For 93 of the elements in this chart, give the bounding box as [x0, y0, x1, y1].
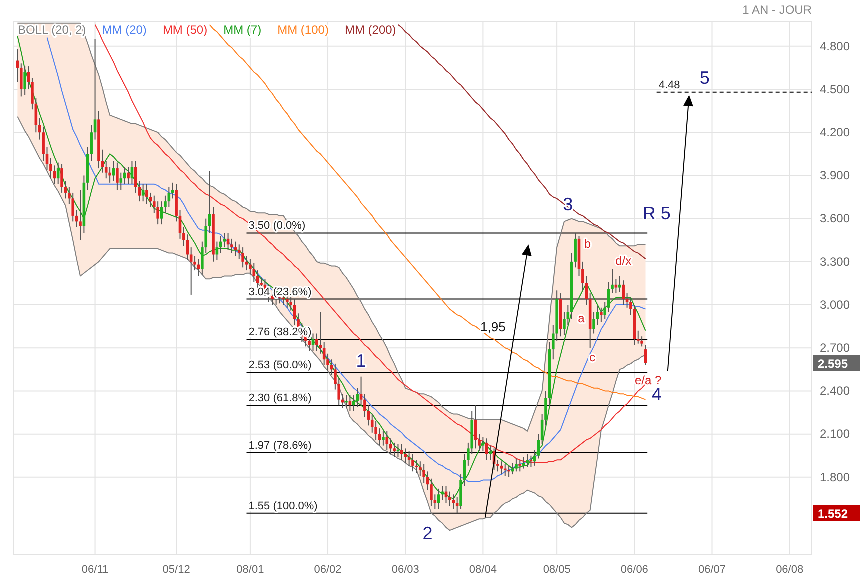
annotation: 2 — [422, 524, 433, 544]
candlestick — [404, 448, 408, 464]
candlestick — [489, 445, 492, 461]
series-label: MM (200) — [344, 23, 396, 37]
candlestick — [618, 276, 622, 293]
candlestick — [234, 241, 238, 257]
candlestick — [142, 184, 145, 202]
candlestick — [596, 306, 600, 326]
candlestick — [530, 455, 533, 468]
y-tick-label: 4.200 — [820, 125, 850, 140]
candlestick — [356, 388, 359, 408]
y-tick-label: 4.500 — [820, 82, 850, 96]
y-tick-label: 3.600 — [820, 212, 850, 226]
candlestick — [120, 172, 123, 191]
candlestick — [422, 464, 426, 484]
ref-line-label: 2.30 (61.8%) — [248, 392, 312, 405]
candlestick — [482, 436, 485, 452]
x-tick-label: 06/08 — [776, 564, 804, 576]
candlestick — [252, 262, 256, 283]
candlestick — [600, 307, 603, 323]
candlestick — [190, 247, 193, 296]
candlestick — [614, 278, 618, 294]
y-tick-label: 1.800 — [820, 470, 850, 484]
annotation: b — [584, 236, 592, 251]
y-tick-label: 4.800 — [820, 39, 850, 54]
candlestick — [386, 430, 389, 451]
x-tick-label: 06/03 — [392, 564, 420, 576]
candlestick — [604, 302, 607, 320]
annotation: d/x — [616, 254, 632, 268]
candlestick — [400, 444, 404, 461]
y-tick-label: 2.400 — [820, 384, 850, 398]
y-tick-label: 3.300 — [820, 254, 850, 269]
x-tick-label: 08/04 — [469, 564, 497, 576]
candlestick — [293, 298, 296, 326]
x-tick-label: 06/07 — [698, 564, 726, 576]
ref-line-label: 1.97 (78.6%) — [248, 440, 312, 452]
y-tick-label: 3.000 — [820, 298, 850, 312]
candlestick — [437, 488, 440, 510]
candlestick — [219, 236, 222, 254]
candlestick — [116, 162, 119, 191]
y-tick-label: 3.900 — [820, 168, 850, 183]
candlestick — [500, 461, 504, 476]
candlestick — [412, 454, 414, 472]
candlestick — [146, 184, 148, 205]
x-tick-label: 08/05 — [543, 564, 571, 576]
candlestick — [526, 454, 529, 468]
x-tick-label: 08/01 — [236, 564, 264, 576]
candlestick — [127, 166, 130, 185]
text: MM (50) — [162, 23, 208, 37]
candlestick — [622, 280, 625, 306]
text: MM (7) — [224, 23, 262, 37]
candlestick — [245, 256, 248, 272]
candlestick — [382, 430, 385, 446]
candlestick — [104, 160, 108, 180]
candlestick — [79, 190, 82, 241]
candlestick — [20, 63, 23, 98]
annotation: 1 — [356, 351, 366, 372]
candlestick — [242, 247, 244, 268]
candlestick — [515, 458, 518, 472]
text: 2.595 — [818, 357, 848, 372]
candlestick — [415, 460, 418, 474]
candlestick — [319, 312, 322, 354]
candlestick — [518, 460, 522, 472]
text: MM (100) — [278, 23, 329, 37]
x-tick-label: 06/06 — [620, 564, 648, 576]
annotation: 1,95 — [480, 319, 506, 334]
candlestick — [636, 330, 640, 344]
ref-line-label: 2.53 (50.0%) — [248, 360, 312, 372]
candlestick — [94, 38, 97, 140]
y-tick-label: 2.700 — [820, 340, 850, 355]
text: MM (20) — [102, 23, 147, 37]
x-tick-label: 06/02 — [314, 564, 342, 576]
candlestick — [508, 465, 510, 478]
ref-line-label: 4.48 — [658, 79, 680, 92]
candlestick — [24, 66, 26, 96]
candlestick — [396, 444, 400, 458]
text: 1.552 — [818, 507, 848, 522]
ref-line-label: 1.55 (100.0%) — [248, 500, 318, 512]
candlestick — [566, 304, 570, 326]
candlestick — [452, 494, 456, 510]
x-tick-label: 06/11 — [82, 564, 109, 576]
candlestick — [393, 442, 396, 458]
candlestick — [485, 438, 488, 461]
annotation: c — [590, 350, 596, 364]
candlestick — [171, 182, 174, 200]
annotation: a — [578, 312, 586, 326]
annotation: R 5 — [642, 203, 671, 224]
text: 1 AN - JOUR — [742, 3, 812, 17]
annotation: 5 — [700, 68, 710, 88]
candlestick — [607, 282, 610, 313]
candlestick — [522, 456, 526, 470]
x-tick-label: 05/12 — [162, 564, 190, 576]
y-tick-label: 2.100 — [820, 427, 850, 442]
